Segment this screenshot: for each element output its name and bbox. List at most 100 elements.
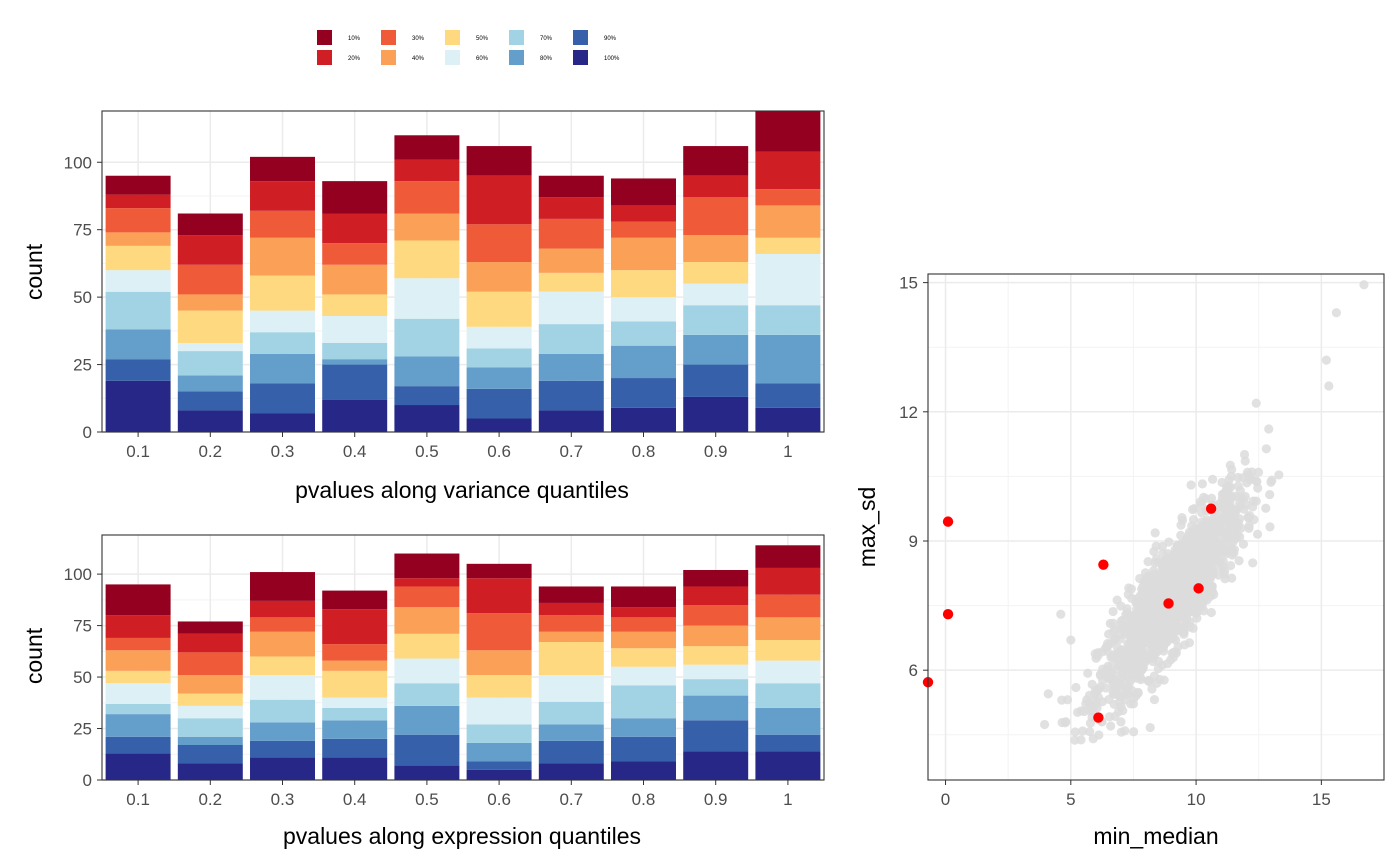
variance-bar-0.8-70% — [611, 321, 676, 346]
variance-bar-0.9-80% — [683, 334, 749, 365]
variance-x-tick-label: 0.2 — [198, 442, 222, 461]
scatter-background-point — [1227, 492, 1237, 502]
expression-bar-0.3-30% — [250, 617, 315, 632]
scatter-background-point — [1197, 479, 1207, 489]
scatter-background-point — [1081, 699, 1091, 709]
variance-bar-0.7-50% — [538, 272, 604, 292]
expression-x-tick-label: 0.5 — [415, 790, 439, 809]
legend-label-80: 80% — [540, 56, 553, 62]
expression-x-tick-label: 1 — [783, 790, 792, 809]
variance-bar-0.9-50% — [683, 262, 749, 284]
expression-bar-0.9-30% — [683, 605, 749, 626]
scatter-background-point — [1207, 530, 1217, 540]
scatter-background-point — [1203, 557, 1213, 567]
expression-bar-0.2-40% — [177, 675, 243, 694]
variance-bar-0.1-30% — [105, 208, 171, 233]
variance-bar-0.5-80% — [394, 356, 460, 387]
expression-bar-0.5-50% — [394, 633, 460, 659]
scatter-background-point — [1084, 690, 1095, 700]
scatter-background-point — [1128, 610, 1138, 621]
variance-panel-border — [101, 110, 825, 433]
expression-bar-0.8-10% — [611, 586, 676, 608]
expression-bar-1-80% — [755, 707, 821, 735]
legend-swatch-20 — [317, 50, 332, 65]
variance-bar-0.3-10% — [250, 156, 315, 182]
variance-bar-0.9-60% — [683, 283, 749, 306]
scatter-background-point — [1104, 629, 1114, 639]
scatter-background-point — [1145, 722, 1155, 733]
expression-y-tick-label: 75 — [73, 617, 92, 636]
expression-bar-0.6-80% — [466, 742, 532, 762]
scatter-background-point — [1066, 635, 1076, 645]
variance-bar-0.9-30% — [683, 197, 749, 236]
scatter-background-point — [1225, 460, 1235, 470]
variance-bar-0.8-30% — [611, 221, 676, 238]
scatter-background-point — [1174, 579, 1184, 589]
variance-bar-0.7-80% — [538, 353, 604, 381]
scatter-background-point — [1150, 528, 1160, 538]
scatter-background-point — [1189, 503, 1199, 514]
scatter-y-tick-label: 15 — [899, 274, 918, 293]
variance-bar-0.6-90% — [466, 388, 532, 419]
expression-bar-0.1-60% — [105, 683, 171, 704]
variance-bar-0.4-40% — [322, 264, 388, 295]
expression-bar-0.1-80% — [105, 714, 171, 737]
variance-bar-0.9-10% — [683, 146, 749, 176]
expression-bar-0.7-80% — [538, 724, 604, 741]
expression-bar-0.2-80% — [177, 736, 243, 745]
scatter-background-point — [1106, 721, 1116, 731]
scatter-background-point — [1129, 727, 1139, 737]
variance-bar-0.9-40% — [683, 235, 749, 263]
variance-y-tick-label: 100 — [64, 153, 92, 172]
variance-bar-0.7-100% — [538, 410, 604, 432]
scatter-background-point — [1158, 608, 1168, 618]
variance-y-axis-title: count — [21, 243, 47, 300]
variance-bar-1-60% — [755, 253, 821, 306]
scatter-background-point — [1205, 591, 1215, 602]
scatter-background-point — [1130, 635, 1140, 645]
scatter-background-point — [1118, 690, 1128, 700]
expression-bar-1-60% — [755, 660, 821, 684]
variance-bar-0.2-60% — [177, 342, 243, 352]
expression-bar-0.1-90% — [105, 736, 171, 754]
scatter-background-point — [1127, 593, 1137, 603]
scatter-background-point — [1266, 477, 1276, 487]
expression-bar-0.9-20% — [683, 586, 749, 605]
scatter-y-tick-label: 9 — [909, 532, 918, 551]
scatter-background-point — [1171, 625, 1181, 636]
scatter-background-point — [1223, 482, 1233, 493]
scatter-background-point — [1199, 533, 1209, 544]
variance-bar-0.3-60% — [250, 310, 315, 333]
expression-bar-0.6-40% — [466, 650, 532, 675]
expression-bar-0.9-80% — [683, 695, 749, 721]
scatter-background-point — [1244, 523, 1254, 533]
expression-bar-0.3-90% — [250, 740, 315, 758]
expression-bar-0.2-30% — [177, 652, 243, 675]
scatter-background-point — [1208, 474, 1218, 484]
scatter-background-point — [1101, 642, 1112, 652]
scatter-y-tick-label: 12 — [899, 403, 918, 422]
variance-bar-0.8-40% — [611, 237, 676, 271]
legend-label-90: 90% — [604, 36, 617, 42]
scatter-background-point — [1209, 519, 1219, 529]
expression-bar-0.2-10% — [177, 621, 243, 634]
scatter-background-point — [1117, 659, 1127, 670]
scatter-background-point — [1105, 667, 1116, 677]
scatter-background-point — [1137, 652, 1147, 662]
variance-bar-0.1-90% — [105, 359, 171, 381]
scatter-background-point — [1226, 560, 1236, 571]
scatter-background-point — [1121, 630, 1131, 640]
scatter-background-point — [1078, 726, 1088, 736]
expression-bar-0.7-60% — [538, 675, 604, 702]
scatter-background-point — [1122, 604, 1132, 614]
scatter-highlight-point — [942, 609, 954, 620]
expression-bar-0.7-40% — [538, 631, 604, 643]
variance-bar-0.1-40% — [105, 232, 171, 246]
expression-x-tick-label: 0.3 — [271, 790, 295, 809]
variance-y-tick-label: 25 — [73, 356, 92, 375]
scatter-background-point — [1171, 647, 1181, 657]
scatter-chart: 0 5 10 15 6 9 12 15 min_median max_sd — [854, 273, 1385, 849]
variance-bar-0.8-10% — [611, 178, 676, 206]
variance-x-tick-label: 0.7 — [559, 442, 583, 461]
variance-bar-0.7-70% — [538, 324, 604, 354]
